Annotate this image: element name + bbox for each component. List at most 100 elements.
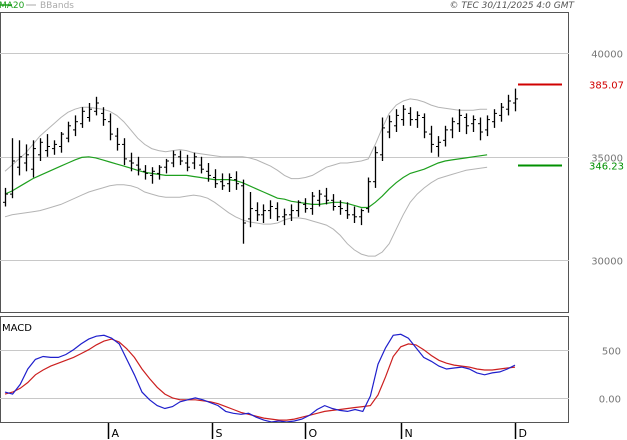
- ohlc-bar: [422, 113, 427, 139]
- ohlc-bar: [268, 200, 273, 219]
- macd-gridlines: [0, 350, 569, 399]
- ohlc-bar: [38, 138, 43, 161]
- bbands-legend-label: BBands: [40, 1, 74, 11]
- ohlc-bar: [387, 115, 392, 139]
- ohlc-bar: [338, 200, 343, 215]
- month-label: N: [405, 427, 413, 440]
- ohlc-bar: [192, 152, 197, 170]
- ohlc-bar: [436, 136, 441, 157]
- ohlc-bar: [206, 163, 211, 182]
- ohlc-bar: [157, 165, 162, 180]
- macd-panel: MACD 500 0.00: [0, 316, 621, 423]
- ohlc-bar: [310, 192, 315, 215]
- ohlc-bar: [59, 132, 64, 153]
- ma20-line: [4, 154, 488, 209]
- month-label: D: [519, 427, 527, 440]
- ohlc-bar: [415, 111, 420, 128]
- ohlc-bar: [108, 113, 113, 141]
- ohlc-bar: [136, 156, 141, 176]
- macd-lines: [4, 333, 516, 423]
- macd-tick-label: 500: [602, 347, 621, 358]
- ohlc-bar: [227, 173, 232, 192]
- ohlc-bar: [248, 192, 253, 228]
- ohlc-bar: [457, 109, 462, 132]
- macd-y-axis: 500 0.00: [599, 347, 621, 406]
- ohlc-bar: [261, 204, 266, 223]
- ohlc-bar: [185, 154, 190, 172]
- price-panel-frame: [0, 12, 569, 313]
- ohlc-bar: [255, 202, 260, 221]
- month-label: O: [309, 427, 318, 440]
- ohlc-bar: [359, 208, 364, 226]
- month-label: S: [216, 427, 223, 440]
- macd-title: MACD: [2, 323, 32, 334]
- ohlc-bar: [513, 88, 518, 112]
- price-tick-label: 30000: [591, 257, 623, 268]
- ohlc-bar: [171, 150, 176, 168]
- chart-header: MA20 BBands © TEC 30/11/2025 4:0 GMT: [0, 1, 575, 11]
- ohlc-bar: [129, 152, 134, 172]
- ohlc-bar: [506, 94, 511, 116]
- ohlc-bar: [3, 187, 8, 207]
- ohlc-bar: [178, 150, 183, 166]
- ohlc-bar: [471, 115, 476, 132]
- ohlc-bar: [17, 140, 22, 176]
- ohlc-bar: [275, 202, 280, 221]
- ohlc-bar: [220, 173, 225, 190]
- ohlc-bar: [450, 117, 455, 139]
- price-tick-label: 40000: [591, 50, 623, 61]
- ohlc-bar: [296, 200, 301, 217]
- ohlc-bar: [464, 113, 469, 135]
- price-panel: 40000 35000 30000 385.07 346.23: [0, 12, 624, 313]
- price-tick-label: 35000: [591, 154, 623, 165]
- bbands-line: [4, 98, 488, 180]
- ohlc-bars: [3, 88, 518, 244]
- copyright-label: © TEC 30/11/2025 4:0 GMT: [449, 1, 575, 11]
- ohlc-bar: [352, 206, 357, 223]
- ohlc-bar: [429, 125, 434, 153]
- ohlc-bar: [80, 107, 85, 128]
- ohlc-bar: [331, 194, 336, 211]
- ohlc-bar: [10, 138, 15, 199]
- ohlc-bar: [94, 96, 99, 116]
- ohlc-bar: [24, 144, 29, 172]
- price-level-label: 385.07: [589, 81, 624, 92]
- ohlc-bar: [401, 105, 406, 126]
- ohlc-bar: [366, 177, 371, 213]
- price-levels: 385.07 346.23: [518, 81, 624, 173]
- month-label: A: [112, 427, 120, 440]
- price-y-axis: 40000 35000 30000: [591, 50, 623, 268]
- ohlc-bar: [394, 109, 399, 132]
- ohlc-bar: [52, 140, 57, 155]
- ohlc-bar: [66, 121, 71, 143]
- ohlc-bar: [101, 107, 106, 126]
- macd-tick-label: 0.00: [599, 395, 621, 406]
- ohlc-bar: [499, 103, 504, 122]
- ohlc-bar: [408, 107, 413, 126]
- ohlc-bar: [380, 117, 385, 161]
- ohlc-bar: [303, 198, 308, 213]
- ohlc-bar: [31, 140, 36, 178]
- ohlc-bar: [115, 127, 120, 151]
- ohlc-bar: [150, 167, 155, 184]
- ohlc-bar: [373, 146, 378, 188]
- ohlc-bar: [492, 109, 497, 128]
- bbands-line: [4, 166, 488, 257]
- ma20-line-layer: [4, 154, 488, 209]
- macd-line: [4, 333, 516, 423]
- ohlc-bar: [282, 208, 287, 226]
- price-level-label: 346.23: [589, 162, 624, 173]
- ohlc-bar: [485, 115, 490, 137]
- ohlc-bar: [317, 189, 322, 207]
- ohlc-bar: [164, 158, 169, 174]
- ohlc-bar: [143, 165, 148, 180]
- ohlc-bar: [324, 187, 329, 205]
- ohlc-bar: [45, 134, 50, 157]
- ma20-legend-label: MA20: [0, 1, 25, 11]
- ohlc-bar: [87, 103, 92, 122]
- ohlc-bar: [122, 138, 127, 166]
- ohlc-bar: [213, 169, 218, 188]
- ohlc-bar: [73, 115, 78, 137]
